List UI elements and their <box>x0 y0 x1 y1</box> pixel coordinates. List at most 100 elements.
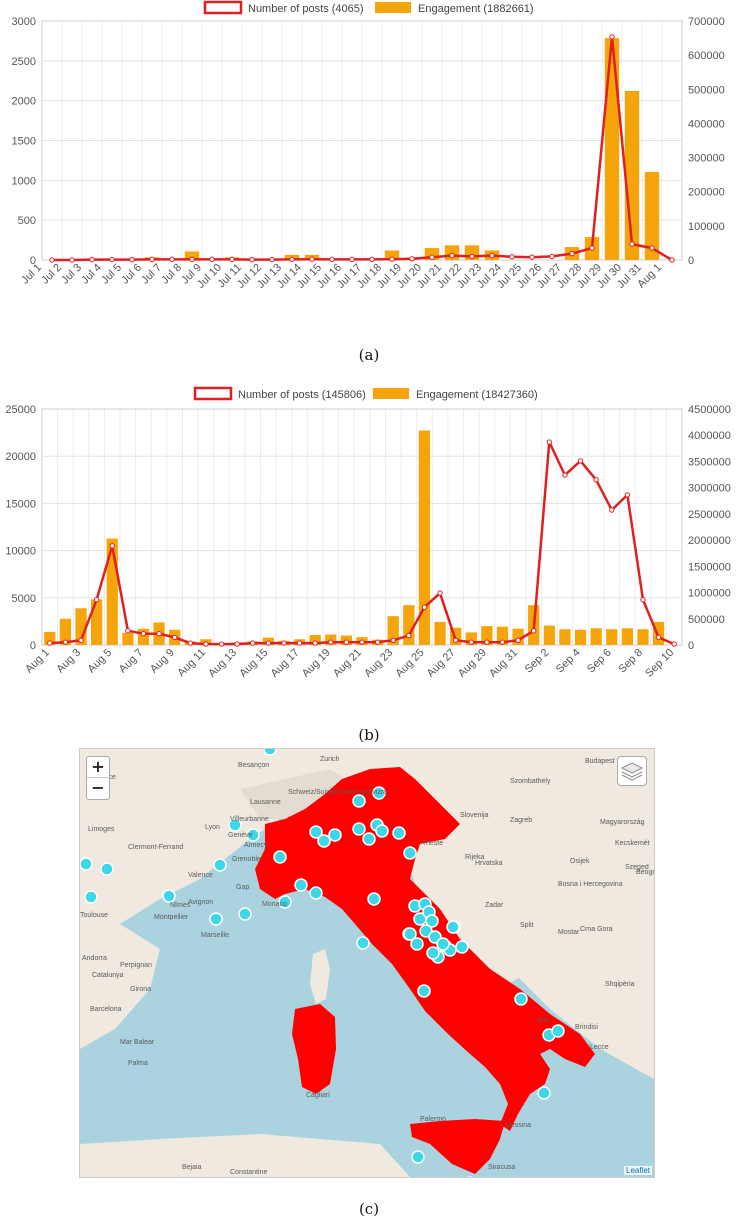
map-markers[interactable] <box>80 749 565 1177</box>
map-marker <box>411 1150 425 1164</box>
line-point <box>69 257 75 263</box>
map-attribution[interactable]: Leaflet <box>624 1166 653 1175</box>
layers-icon[interactable] <box>617 756 647 786</box>
map-place-label: Monaco <box>262 901 287 908</box>
line-point <box>569 250 575 257</box>
map-land-spain <box>80 924 160 1049</box>
y-right-tick-label: 4000000 <box>688 430 731 442</box>
line-point <box>562 472 568 478</box>
map-marker <box>209 912 223 926</box>
map-marker <box>80 857 93 871</box>
map-marker <box>446 920 460 934</box>
line-point <box>269 256 275 263</box>
y-right-tick-label: 600000 <box>688 50 725 62</box>
map-marker <box>403 846 417 860</box>
map-marker <box>213 858 227 872</box>
zoom-in-button[interactable]: + <box>91 757 105 776</box>
bar <box>91 599 103 645</box>
line-point <box>449 252 455 259</box>
map-place-label: Palma <box>128 1060 148 1067</box>
bar <box>403 605 415 645</box>
map-marker <box>352 822 366 836</box>
x-tick-label: Sep 2 <box>523 647 552 676</box>
line-point <box>649 245 655 251</box>
map-marker <box>375 824 389 838</box>
line-point <box>484 639 490 645</box>
map-marker <box>362 832 376 846</box>
italy-map[interactable]: FranceSchweiz/Suisse/Svizzera/SvizraMagy… <box>79 748 655 1178</box>
line-point <box>171 634 178 641</box>
map-place-label: Clermont-Ferrand <box>128 844 183 851</box>
y-right-tick-label: 3000000 <box>688 483 731 495</box>
map-place-label: Siracusa <box>488 1164 515 1171</box>
line-point <box>125 628 131 634</box>
y-left-tick-label: 5000 <box>12 593 36 605</box>
line-point <box>265 640 272 646</box>
map-place-label: Palermo <box>420 1116 446 1123</box>
map-marker <box>403 927 417 941</box>
line-point <box>89 256 95 263</box>
line-point <box>437 590 443 596</box>
map-place-label: Hrvatska <box>475 860 503 867</box>
y-left-tick-label: 2500 <box>12 56 36 68</box>
bar <box>434 621 446 645</box>
bar <box>559 629 571 645</box>
map-marker <box>514 992 528 1006</box>
map-place-label: Slovenija <box>460 812 489 819</box>
line-point <box>349 256 355 263</box>
x-tick-label: Jul 4 <box>79 262 104 287</box>
line-point <box>406 632 412 639</box>
line-point <box>343 639 350 645</box>
bar <box>481 626 493 645</box>
y-right-tick-label: 300000 <box>688 153 725 165</box>
y-left-tick-label: 500 <box>18 215 36 227</box>
map-place-label: Mar Balear <box>120 1039 155 1046</box>
bar <box>637 629 649 645</box>
bar <box>424 248 440 260</box>
map-place-label: Montpellier <box>154 914 189 921</box>
map-place-label: Gap <box>236 884 249 891</box>
x-tick-label: Aug 13 <box>206 647 239 680</box>
map-marker <box>238 907 252 921</box>
line-point <box>509 254 515 260</box>
map-place-label: Beograd <box>636 869 654 876</box>
map-place-label: Andorra <box>82 955 107 962</box>
bar <box>652 621 665 645</box>
map-marker <box>100 862 114 876</box>
map-place-label: Zurich <box>320 756 340 763</box>
map-land-africa <box>80 1134 410 1177</box>
x-tick-label: Aug 27 <box>425 647 458 680</box>
y-right-tick-label: 500000 <box>688 614 725 626</box>
line-point <box>149 256 155 263</box>
map-place-label: Crna Gora <box>580 926 613 933</box>
bar <box>606 629 618 645</box>
map-place-label: Lecce <box>590 1044 609 1051</box>
map-place-label: Nîmes <box>170 902 191 909</box>
map-marker <box>372 786 386 800</box>
bar <box>590 628 602 645</box>
y-right-tick-label: 0 <box>688 255 694 267</box>
line-point <box>169 256 175 263</box>
map-place-label: Mostar <box>558 929 580 936</box>
line-point <box>359 639 365 645</box>
map-marker <box>273 850 287 864</box>
zoom-divider <box>87 777 109 778</box>
x-tick-label: Sep 10 <box>643 647 676 680</box>
line-point <box>129 256 135 263</box>
map-place-label: Zadar <box>485 902 504 909</box>
line-point <box>209 256 215 263</box>
map-place-label: Barcelona <box>90 1006 122 1013</box>
line-point <box>369 256 375 263</box>
zoom-out-button[interactable]: − <box>91 778 105 797</box>
line-point <box>234 641 240 647</box>
line-point <box>281 640 287 646</box>
map-place-label: Budapest <box>585 758 615 765</box>
map-place-label: Trieste <box>422 840 443 847</box>
line-point <box>249 256 255 263</box>
map-marker <box>455 940 469 954</box>
line-point <box>218 641 225 647</box>
map-marker <box>278 895 292 909</box>
y-left-tick-label: 1500 <box>12 136 36 148</box>
corsica-shape <box>310 949 330 1004</box>
bar <box>309 635 321 645</box>
